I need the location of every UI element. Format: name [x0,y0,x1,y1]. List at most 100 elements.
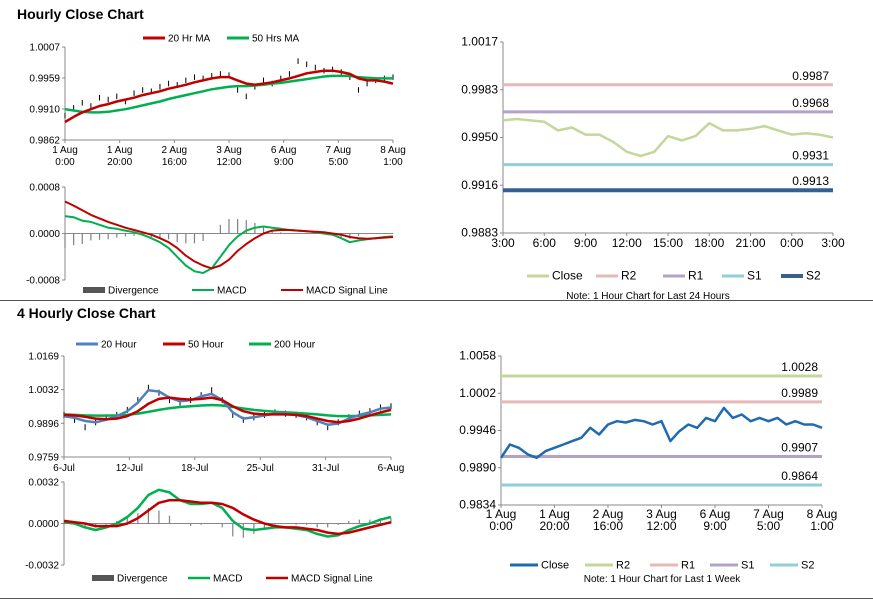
legend-hourly-s1-label: S1 [747,269,762,283]
hourly-price-x-tick-label: 1:00 [383,157,403,168]
hourly-macd-y-tick-label: -0.0008 [26,276,60,287]
four-pivot-note: Note: 1 Hour Chart for Last 1 Week [584,574,742,585]
four-pivot-x-tick-label: 1 Aug [486,507,517,521]
legend-hourly-divergence-swatch [83,287,105,293]
hourly-price-x-tick-label: 7 Aug [326,145,352,156]
hourly-price-x-tick-label: 12:00 [216,157,241,168]
hourly-price-x-tick-label: 1 Aug [52,145,78,156]
hourly-pivot-x-tick-label: 15:00 [653,236,683,250]
hourly-signal-line [64,200,394,270]
hourly-pivot-x-tick-label: 21:00 [735,236,765,250]
hourly-section-title: Hourly Close Chart [17,6,144,22]
four-s1-label: 0.9907 [781,440,818,454]
hourly-pivot-y-tick-label: 0.9916 [461,178,498,192]
legend-hourly-s2-label: S2 [806,269,821,283]
four-r2-label: 1.0028 [781,360,818,374]
four-price-x-tick-label: 31-Jul [312,463,339,474]
four-price-y-tick-label: 0.9759 [28,453,59,464]
four-pivot-x-tick-label: 1 Aug [539,507,570,521]
hourly-pivot-close-line [502,117,834,158]
four-macd-line [63,488,392,538]
hourly-pivot-x-tick-label: 0:00 [780,236,804,250]
legend-50hrs-ma-label: 50 Hrs MA [252,34,300,45]
four-macd-y-tick-label: 0.0032 [28,478,59,489]
hourly-pivot-y-tick-label: 0.9883 [461,226,498,240]
hourly-ma50-line [64,74,393,114]
hourly-price-x-tick-label: 20:00 [107,157,132,168]
hourly-price-x-tick-label: 16:00 [162,157,187,168]
hourly-price-y-tick-label: 0.9959 [29,74,60,85]
hourly-pivot-x-tick-label: 3:00 [821,236,845,250]
legend-20-hour-label: 20 Hour [101,340,137,351]
four-pivot-y-tick-label: 1.0002 [459,386,496,400]
hourly-price-x-tick-label: 8 Aug [380,145,406,156]
four-pivot-close-line [499,406,823,460]
hourly-pivot-y-tick-label: 0.9950 [461,130,498,144]
hourly-price-x-tick-label: 1 Aug [107,145,133,156]
hourly-price-x-tick-label: 5:00 [329,157,349,168]
hourly-pivot-x-tick-label: 3:00 [491,236,515,250]
hourly-r1-label: 0.9968 [792,96,829,110]
four-macd-y-tick-label: -0.0032 [25,561,59,572]
hourly-price-x-tick-label: 6 Aug [271,145,297,156]
hourly-pivot-y-tick-label: 0.9983 [461,82,498,96]
section-divider [0,300,873,301]
hourly-price-x-tick-label: 3 Aug [216,145,242,156]
hourly-price-y-tick-label: 0.9910 [29,105,60,116]
four-h50-line [63,396,392,424]
legend-hourly-signal-label: MACD Signal Line [306,286,388,297]
legend-200-hour-label: 200 Hour [274,340,316,351]
four-pivot-x-tick-label: 6 Aug [700,507,731,521]
legend-hourly-close-label: Close [552,269,583,283]
hourly-macd-y-tick-label: 0.0008 [29,183,60,194]
four-price-x-tick-label: 25-Jul [247,463,274,474]
four-pivot-x-tick-label: 0:00 [489,519,513,533]
four-pivot-x-tick-label: 9:00 [703,519,727,533]
hourly-pivot-x-tick-label: 9:00 [574,236,598,250]
four-pivot-x-tick-label: 7 Aug [753,507,784,521]
legend-hourly-r1-label: R1 [688,269,704,283]
four-pivot-x-tick-label: 3 Aug [646,507,677,521]
legend-four-r1-label: R1 [681,560,695,572]
four-price-y-tick-label: 0.9896 [28,419,59,430]
hourly-price-x-tick-label: 2 Aug [162,145,188,156]
four-hourly-section-title: 4 Hourly Close Chart [17,305,156,321]
four-price-x-tick-label: 6-Jul [53,463,75,474]
four-s2-label: 0.9864 [781,469,818,483]
hourly-r2-label: 0.9987 [792,69,829,83]
legend-four-divergence-label: Divergence [117,574,168,585]
hourly-price-y-tick-label: 0.9862 [29,136,60,147]
four-pivot-x-tick-label: 1:00 [810,519,834,533]
bottom-divider [0,598,873,599]
hourly-macd-y-tick-label: 0.0000 [29,229,60,240]
four-pivot-x-tick-label: 5:00 [757,519,781,533]
legend-four-s1-label: S1 [741,560,754,572]
four-price-y-tick-label: 1.0032 [28,385,59,396]
four-price-x-tick-label: 6-Aug [378,463,405,474]
hourly-price-x-tick-label: 9:00 [274,157,294,168]
four-pivot-x-tick-label: 2 Aug [593,507,624,521]
legend-four-signal-label: MACD Signal Line [291,574,373,585]
four-price-x-tick-label: 18-Jul [181,463,208,474]
four-r1-label: 0.9989 [781,386,818,400]
hourly-pivot-x-tick-label: 6:00 [533,236,557,250]
legend-four-r2-label: R2 [616,560,630,572]
legend-50-hour-label: 50 Hour [188,340,224,351]
hourly-s1-label: 0.9931 [792,149,829,163]
hourly-pivot-x-tick-label: 12:00 [612,236,642,250]
hourly-s2-label: 0.9913 [792,174,829,188]
hourly-macd-line [64,215,394,274]
four-pivot-x-tick-label: 16:00 [593,519,623,533]
legend-four-close-label: Close [541,560,569,572]
four-pivot-x-tick-label: 20:00 [539,519,569,533]
hourly-pivot-x-tick-label: 18:00 [694,236,724,250]
four-macd-y-tick-label: 0.0000 [28,519,59,530]
legend-hourly-divergence-label: Divergence [108,286,159,297]
hourly-price-x-tick-label: 0:00 [55,157,75,168]
legend-hourly-macd-label: MACD [217,286,246,297]
legend-20hr-ma-label: 20 Hr MA [168,34,211,45]
legend-hourly-r2-label: R2 [621,269,637,283]
legend-four-macd-label: MACD [213,574,242,585]
four-pivot-y-tick-label: 1.0058 [459,349,496,363]
